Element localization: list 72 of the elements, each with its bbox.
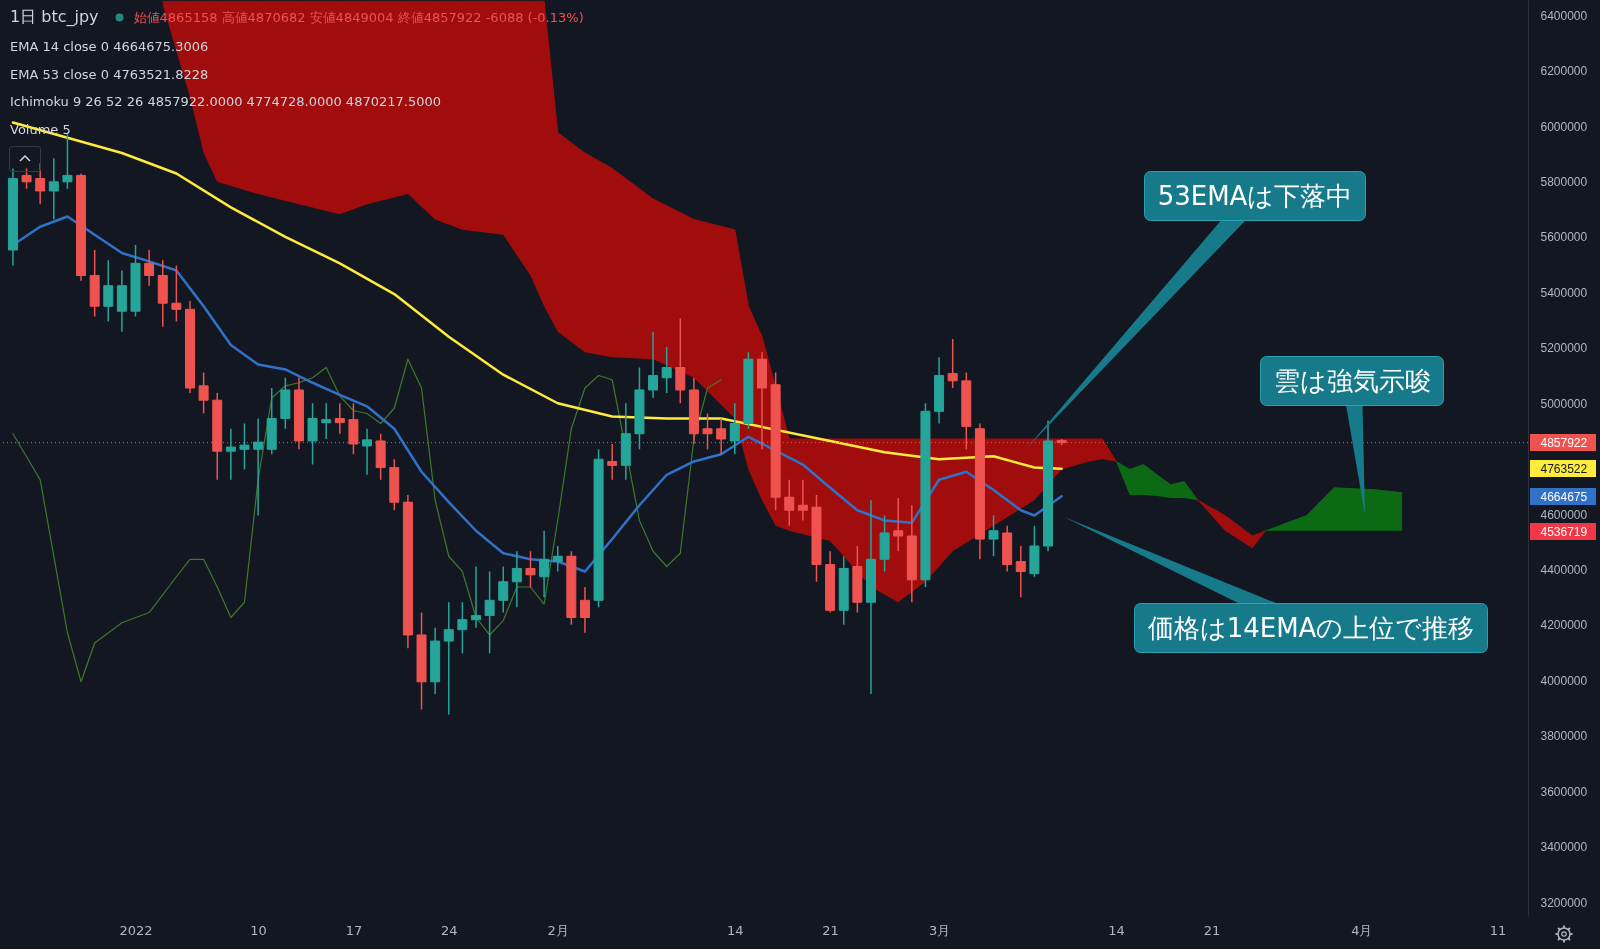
candlestick bbox=[416, 611, 427, 711]
candlestick bbox=[266, 387, 277, 456]
x-tick-label: 21 bbox=[1203, 922, 1221, 938]
y-tick-label: 4536719 bbox=[1540, 525, 1588, 540]
candlestick bbox=[457, 601, 468, 655]
candlestick bbox=[307, 402, 318, 466]
candlestick bbox=[89, 249, 100, 318]
x-tick-label: 14 bbox=[1108, 922, 1125, 938]
candlestick bbox=[362, 428, 373, 476]
candlestick bbox=[484, 570, 495, 655]
candlestick bbox=[675, 317, 686, 405]
y-tick-label: 4763522 bbox=[1540, 462, 1588, 477]
y-tick-label: 5200000 bbox=[1540, 341, 1588, 356]
annotation: 53EMAは下落中 bbox=[1157, 179, 1353, 213]
y-tick-label: 6200000 bbox=[1540, 64, 1588, 79]
candlestick bbox=[893, 497, 904, 553]
x-tick-label: 24 bbox=[440, 922, 458, 938]
candlestick bbox=[198, 371, 209, 415]
candlestick bbox=[21, 167, 32, 190]
x-tick-label: 14 bbox=[727, 922, 744, 938]
candlestick bbox=[280, 377, 291, 430]
x-tick-label: 4月 bbox=[1351, 922, 1373, 938]
candlestick bbox=[566, 550, 577, 626]
candlestick bbox=[389, 458, 400, 511]
y-tick-label: 4400000 bbox=[1540, 563, 1588, 578]
line-series bbox=[12, 358, 722, 683]
x-tick-label: 2月 bbox=[547, 922, 569, 938]
y-tick-label: 4857922 bbox=[1540, 436, 1588, 451]
y-tick-label: 4200000 bbox=[1540, 618, 1588, 633]
candlestick bbox=[879, 514, 890, 573]
candlestick bbox=[920, 402, 931, 588]
x-tick-label: 10 bbox=[250, 922, 267, 938]
candlestick bbox=[525, 550, 536, 588]
y-tick-label: 4600000 bbox=[1540, 507, 1588, 522]
candlestick bbox=[62, 132, 73, 190]
line-series bbox=[11, 121, 1063, 471]
y-tick-label: 4664675 bbox=[1540, 489, 1588, 504]
candlestick bbox=[770, 371, 781, 511]
y-tick-label: 6000000 bbox=[1540, 119, 1588, 134]
candlestick bbox=[103, 259, 114, 323]
candlestick bbox=[838, 555, 849, 626]
candlestick bbox=[1029, 525, 1040, 578]
chart-title: 1日 btc_jpy bbox=[10, 7, 99, 26]
x-tick-label: 17 bbox=[345, 922, 363, 938]
annotation: 雲は強気示唆 bbox=[1273, 364, 1431, 398]
annotation: 価格は14EMAの上位で推移 bbox=[1147, 611, 1475, 645]
x-tick-label: 3月 bbox=[928, 922, 951, 938]
y-tick-label: 3800000 bbox=[1540, 729, 1588, 744]
candlestick bbox=[988, 514, 999, 557]
y-tick-label: 3600000 bbox=[1540, 784, 1588, 799]
y-tick-label: 5800000 bbox=[1540, 175, 1588, 190]
candlestick bbox=[811, 494, 822, 583]
x-tick-label: 21 bbox=[822, 922, 839, 938]
y-tick-label: 5600000 bbox=[1540, 230, 1588, 245]
y-tick-label: 3200000 bbox=[1540, 895, 1588, 910]
y-tick-label: 6400000 bbox=[1540, 8, 1588, 23]
candlestick bbox=[784, 479, 795, 527]
y-tick-label: 3400000 bbox=[1540, 840, 1588, 855]
x-tick-label: 2022 bbox=[119, 922, 153, 938]
candlestick bbox=[634, 366, 645, 451]
candlestick bbox=[130, 244, 141, 318]
candlestick bbox=[593, 448, 604, 608]
candlestick bbox=[225, 428, 236, 481]
candlestick bbox=[743, 351, 754, 430]
candlestick bbox=[702, 412, 713, 451]
y-tick-label: 5400000 bbox=[1540, 285, 1588, 300]
x-tick-label: 11 bbox=[1489, 922, 1507, 938]
candlestick bbox=[171, 264, 182, 323]
y-tick-label: 4000000 bbox=[1540, 673, 1588, 688]
candlestick bbox=[852, 545, 863, 614]
candlestick bbox=[239, 422, 250, 471]
y-tick-label: 5000000 bbox=[1540, 396, 1588, 411]
